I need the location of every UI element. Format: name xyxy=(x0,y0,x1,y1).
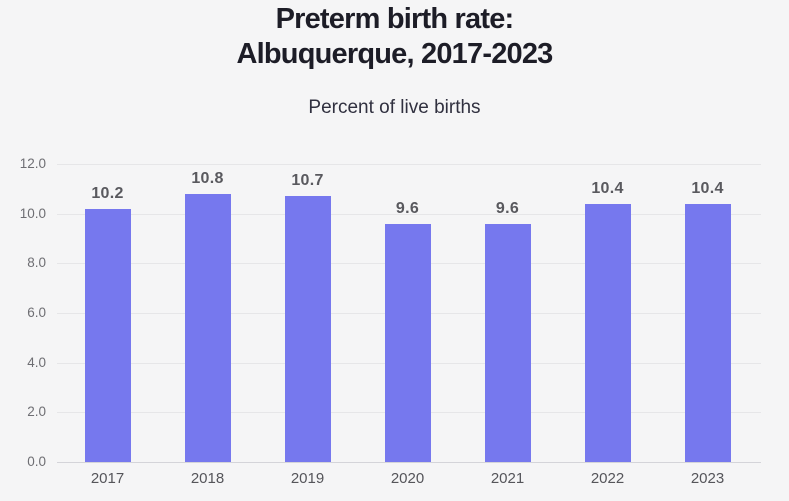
x-tick-label: 2017 xyxy=(90,470,125,487)
bar-2019 xyxy=(284,196,331,462)
y-tick-label: 2.0 xyxy=(27,404,46,419)
x-tick-label: 2022 xyxy=(590,470,625,487)
y-tick-label: 12.0 xyxy=(19,156,46,171)
bar-value-label: 10.8 xyxy=(191,170,224,187)
y-tick-label: 6.0 xyxy=(27,305,46,320)
x-tick-label: 2021 xyxy=(490,470,525,487)
gridline xyxy=(57,214,761,215)
bar-2022 xyxy=(584,204,631,462)
x-tick-label: 2018 xyxy=(190,470,225,487)
bar-value-label: 10.2 xyxy=(91,185,124,202)
y-tick-label: 0.0 xyxy=(27,454,46,469)
y-tick-label: 10.0 xyxy=(19,206,46,221)
bar-2021 xyxy=(484,224,531,462)
bar-2023 xyxy=(684,204,731,462)
chart-title: Preterm birth rate: Albuquerque, 2017-20… xyxy=(0,2,789,72)
x-axis-baseline xyxy=(57,462,761,463)
bar-2020 xyxy=(384,224,431,462)
y-tick-label: 8.0 xyxy=(27,255,46,270)
chart-title-line-1: Preterm birth rate: xyxy=(275,3,515,35)
bar-2018 xyxy=(184,194,231,462)
bar-value-label: 10.4 xyxy=(691,180,724,197)
gridline xyxy=(57,164,761,165)
bar-value-label: 10.7 xyxy=(291,172,324,189)
chart-subtitle: Percent of live births xyxy=(308,97,481,118)
x-tick-label: 2019 xyxy=(290,470,325,487)
bar-value-label: 9.6 xyxy=(395,200,420,217)
bar-value-label: 9.6 xyxy=(495,200,520,217)
x-tick-label: 2023 xyxy=(690,470,725,487)
chart-title-line-2: Albuquerque, 2017-2023 xyxy=(236,38,553,70)
bar-2017 xyxy=(84,209,131,462)
y-tick-label: 4.0 xyxy=(27,355,46,370)
bar-value-label: 10.4 xyxy=(591,180,624,197)
x-tick-label: 2020 xyxy=(390,470,425,487)
